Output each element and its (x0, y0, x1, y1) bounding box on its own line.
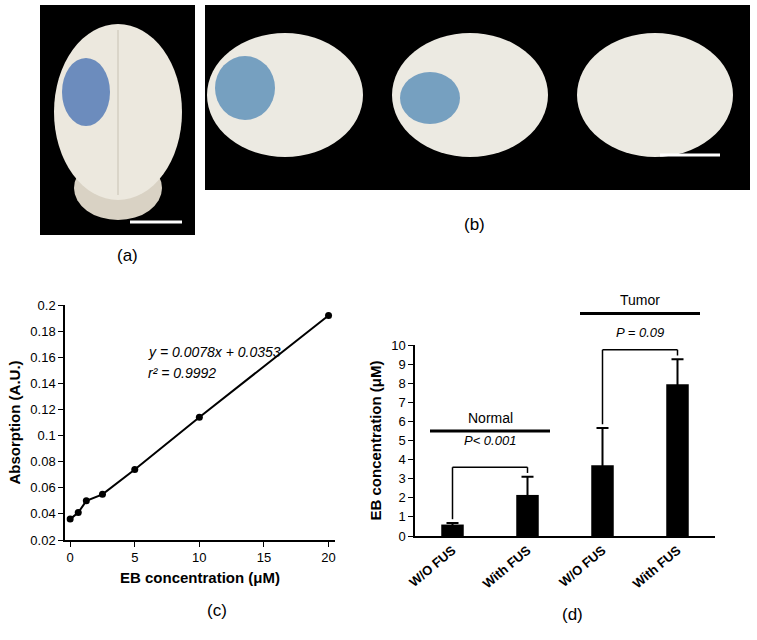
svg-text:With FUS: With FUS (480, 542, 534, 591)
svg-text:15: 15 (257, 550, 271, 565)
svg-text:5: 5 (398, 433, 405, 448)
svg-text:(c): (c) (207, 601, 227, 620)
svg-text:0.08: 0.08 (30, 454, 55, 469)
svg-text:0: 0 (398, 529, 405, 544)
svg-text:20: 20 (321, 550, 335, 565)
svg-text:0.18: 0.18 (30, 324, 55, 339)
svg-text:EB concentration (μM): EB concentration (μM) (120, 569, 280, 586)
svg-text:P = 0.09: P = 0.09 (616, 325, 664, 340)
svg-text:(a): (a) (117, 246, 138, 265)
svg-text:4: 4 (398, 452, 405, 467)
svg-text:2: 2 (398, 490, 405, 505)
svg-text:y = 0.0078x + 0.0353: y = 0.0078x + 0.0353 (148, 344, 281, 360)
svg-text:0.04: 0.04 (30, 506, 55, 521)
svg-text:5: 5 (131, 550, 138, 565)
svg-text:0.14: 0.14 (30, 376, 55, 391)
svg-text:10: 10 (192, 550, 206, 565)
svg-text:3: 3 (398, 471, 405, 486)
svg-text:8: 8 (398, 376, 405, 391)
svg-text:0.16: 0.16 (30, 350, 55, 365)
svg-text:0.12: 0.12 (30, 402, 55, 417)
svg-text:r² = 0.9992: r² = 0.9992 (148, 365, 216, 381)
svg-text:EB concentration (μM): EB concentration (μM) (367, 360, 384, 520)
svg-text:Normal: Normal (468, 410, 513, 426)
svg-text:With FUS: With FUS (630, 542, 684, 591)
svg-text:0.02: 0.02 (30, 533, 55, 548)
svg-text:0.1: 0.1 (38, 428, 56, 443)
svg-text:0.2: 0.2 (38, 298, 56, 313)
svg-text:P< 0.001: P< 0.001 (464, 433, 516, 448)
svg-text:W/O FUS: W/O FUS (406, 542, 458, 589)
svg-text:10: 10 (391, 338, 405, 353)
svg-text:0.06: 0.06 (30, 480, 55, 495)
svg-text:W/O FUS: W/O FUS (556, 542, 608, 589)
svg-text:6: 6 (398, 414, 405, 429)
svg-text:0: 0 (67, 550, 74, 565)
svg-text:(d): (d) (562, 605, 583, 624)
svg-text:(b): (b) (464, 215, 485, 234)
svg-text:9: 9 (398, 357, 405, 372)
svg-text:7: 7 (398, 395, 405, 410)
svg-text:Absorption (A.U.): Absorption (A.U.) (6, 360, 23, 484)
svg-text:Tumor: Tumor (620, 292, 660, 308)
svg-text:1: 1 (398, 509, 405, 524)
